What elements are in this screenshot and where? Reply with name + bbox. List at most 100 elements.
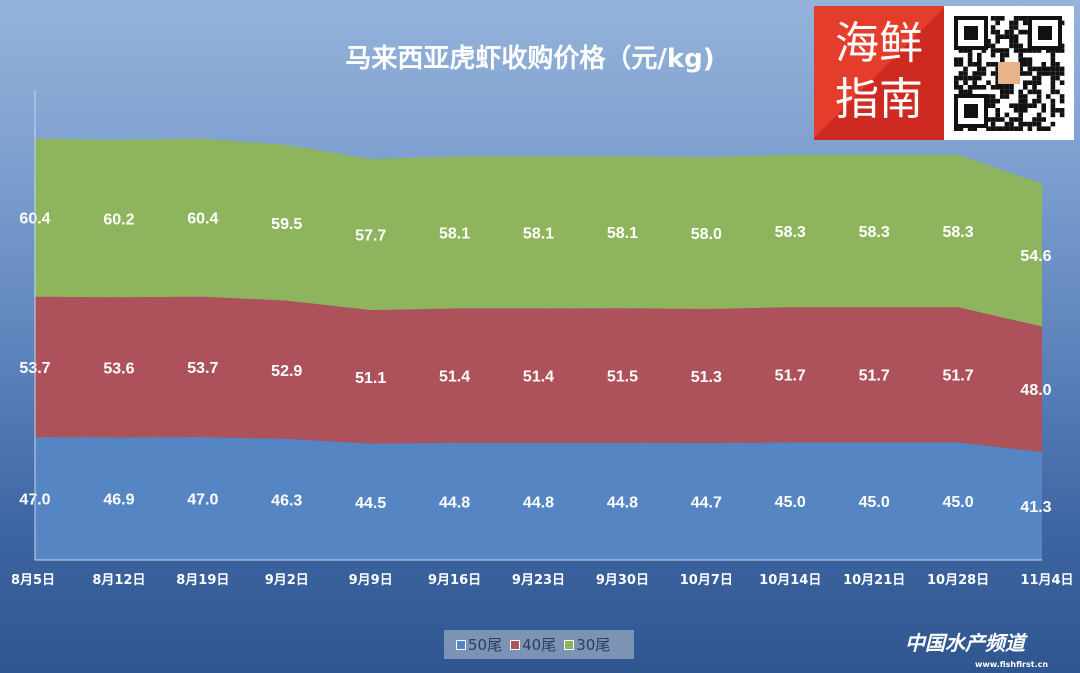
data-label: 60.2: [103, 211, 134, 228]
qr-module: [1027, 71, 1033, 76]
qr-module: [958, 75, 964, 81]
qr-module: [995, 108, 1000, 113]
qr-module: [1036, 98, 1042, 104]
qr-module: [1018, 29, 1023, 35]
qr-module: [1018, 52, 1023, 58]
data-label: 60.4: [187, 211, 218, 228]
qr-module: [1013, 108, 1019, 113]
x-tick-label: 8月12日: [92, 573, 145, 588]
qr-module: [1013, 39, 1019, 44]
qr-module: [986, 80, 991, 85]
qr-module: [954, 62, 959, 67]
x-tick-label: 9月2日: [265, 573, 309, 588]
qr-module: [972, 71, 977, 76]
qr-module: [958, 85, 964, 90]
qr-module: [1000, 48, 1005, 53]
legend-swatch: [456, 639, 466, 650]
x-tick-label: 10月14日: [759, 573, 821, 588]
qr-module: [1050, 121, 1056, 127]
qr-module: [1055, 71, 1060, 76]
area-40尾: [35, 296, 1042, 453]
qr-module: [1023, 103, 1028, 108]
qr-module: [977, 52, 982, 58]
qr-module: [1000, 34, 1005, 39]
qr-module: [977, 66, 982, 72]
qr-module: [967, 48, 973, 53]
qr-module: [986, 117, 991, 122]
qr-module: [1032, 48, 1037, 53]
qr-module: [972, 80, 977, 85]
qr-module: [1027, 48, 1033, 53]
qr-module: [1036, 48, 1042, 53]
qr-module: [963, 66, 968, 72]
qr-module: [995, 20, 1000, 26]
qr-module: [990, 16, 996, 21]
qr-module: [986, 62, 991, 67]
qr-module: [1036, 94, 1042, 99]
qr-module: [1023, 48, 1028, 53]
qr-module: [1009, 103, 1014, 108]
qr-module: [967, 52, 973, 58]
data-label: 53.6: [103, 360, 134, 377]
qr-module: [1032, 98, 1037, 104]
qr-module: [1027, 62, 1033, 67]
qr-module: [954, 57, 959, 62]
qr-module: [1059, 80, 1065, 85]
data-label: 57.7: [355, 228, 386, 245]
qr-module: [1032, 85, 1037, 90]
qr-module: [1004, 89, 1010, 95]
qr-module: [1055, 75, 1060, 81]
x-tick-label: 9月9日: [349, 573, 393, 588]
qr-module: [1036, 89, 1042, 95]
qr-module: [1050, 108, 1056, 113]
data-label: 46.9: [103, 492, 134, 509]
data-label: 58.3: [775, 224, 806, 241]
qr-module: [1013, 16, 1019, 21]
qr-module: [1059, 71, 1065, 76]
qr-module: [977, 75, 982, 81]
qr-module: [1013, 126, 1019, 131]
data-label: 44.8: [439, 494, 470, 511]
data-label: 51.3: [691, 369, 722, 386]
qr-module: [1032, 66, 1037, 72]
qr-module: [990, 103, 996, 108]
qr-module: [1000, 57, 1005, 62]
x-tick-label: 9月23日: [512, 573, 565, 588]
x-tick-label: 11月4日: [1020, 573, 1073, 588]
data-label: 51.7: [775, 368, 806, 385]
data-label: 51.5: [607, 369, 638, 386]
qr-module: [1009, 43, 1014, 49]
qr-module: [954, 85, 959, 90]
qr-module: [995, 62, 1000, 67]
qr-module: [958, 62, 964, 67]
qr-module: [990, 62, 996, 67]
qr-module: [1018, 71, 1023, 76]
qr-module: [958, 48, 964, 53]
qr-module: [995, 29, 1000, 35]
qr-module: [1009, 126, 1014, 131]
qr-module: [1023, 94, 1028, 99]
qr-module: [1023, 57, 1028, 62]
qr-module: [1050, 85, 1056, 90]
x-tick-label: 10月28日: [927, 573, 989, 588]
x-tick-label: 8月5日: [11, 573, 55, 588]
qr-module: [1041, 103, 1046, 108]
qr-module: [1000, 126, 1005, 131]
qr-module: [1059, 98, 1065, 104]
qr-module: [990, 71, 996, 76]
qr-module: [1004, 85, 1010, 90]
x-tick-label: 10月7日: [680, 573, 733, 588]
legend-label: 50尾: [468, 636, 503, 654]
qr-module: [1050, 103, 1056, 108]
qr-module: [1041, 108, 1046, 113]
qr-module: [1050, 71, 1056, 76]
qr-module: [1018, 94, 1023, 99]
legend-item-40: 40尾: [510, 634, 556, 655]
qr-module: [1050, 75, 1056, 81]
qr-module: [1050, 89, 1056, 95]
qr-module: [1018, 112, 1023, 118]
qr-module: [995, 85, 1000, 90]
qr-module: [958, 89, 964, 95]
qr-finder: [1028, 16, 1062, 50]
qr-module: [972, 62, 977, 67]
